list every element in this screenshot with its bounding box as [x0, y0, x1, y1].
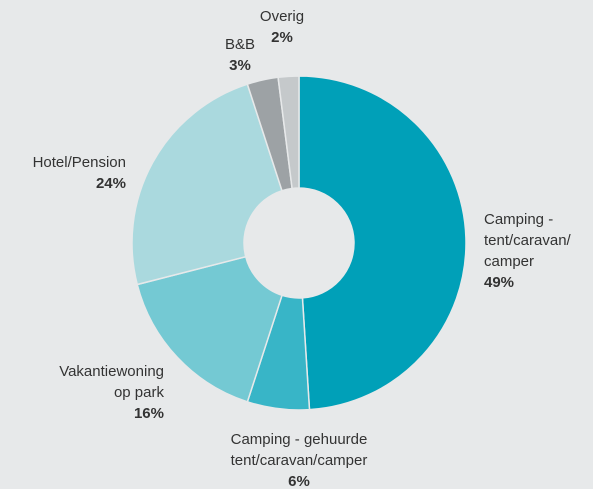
slice-label: Camping -	[484, 211, 553, 228]
slice-label: Hotel/Pension	[33, 154, 126, 171]
slice-label: op park	[114, 384, 165, 401]
donut-hole	[244, 188, 354, 298]
value-label: 3%	[229, 57, 251, 74]
slice-label: Overig	[260, 8, 304, 25]
value-label: 24%	[96, 175, 126, 192]
slice-label: Camping - gehuurde	[231, 431, 368, 448]
slice-label: tent/caravan/camper	[231, 452, 368, 469]
slice-label: B&B	[225, 36, 255, 53]
slice-label: tent/caravan/	[484, 232, 572, 249]
value-label: 6%	[288, 473, 310, 489]
value-label: 2%	[271, 29, 293, 46]
slice-label: Vakantiewoning	[59, 363, 164, 380]
value-label: 16%	[134, 405, 164, 422]
value-label: 49%	[484, 274, 514, 291]
slice-label: camper	[484, 253, 534, 270]
